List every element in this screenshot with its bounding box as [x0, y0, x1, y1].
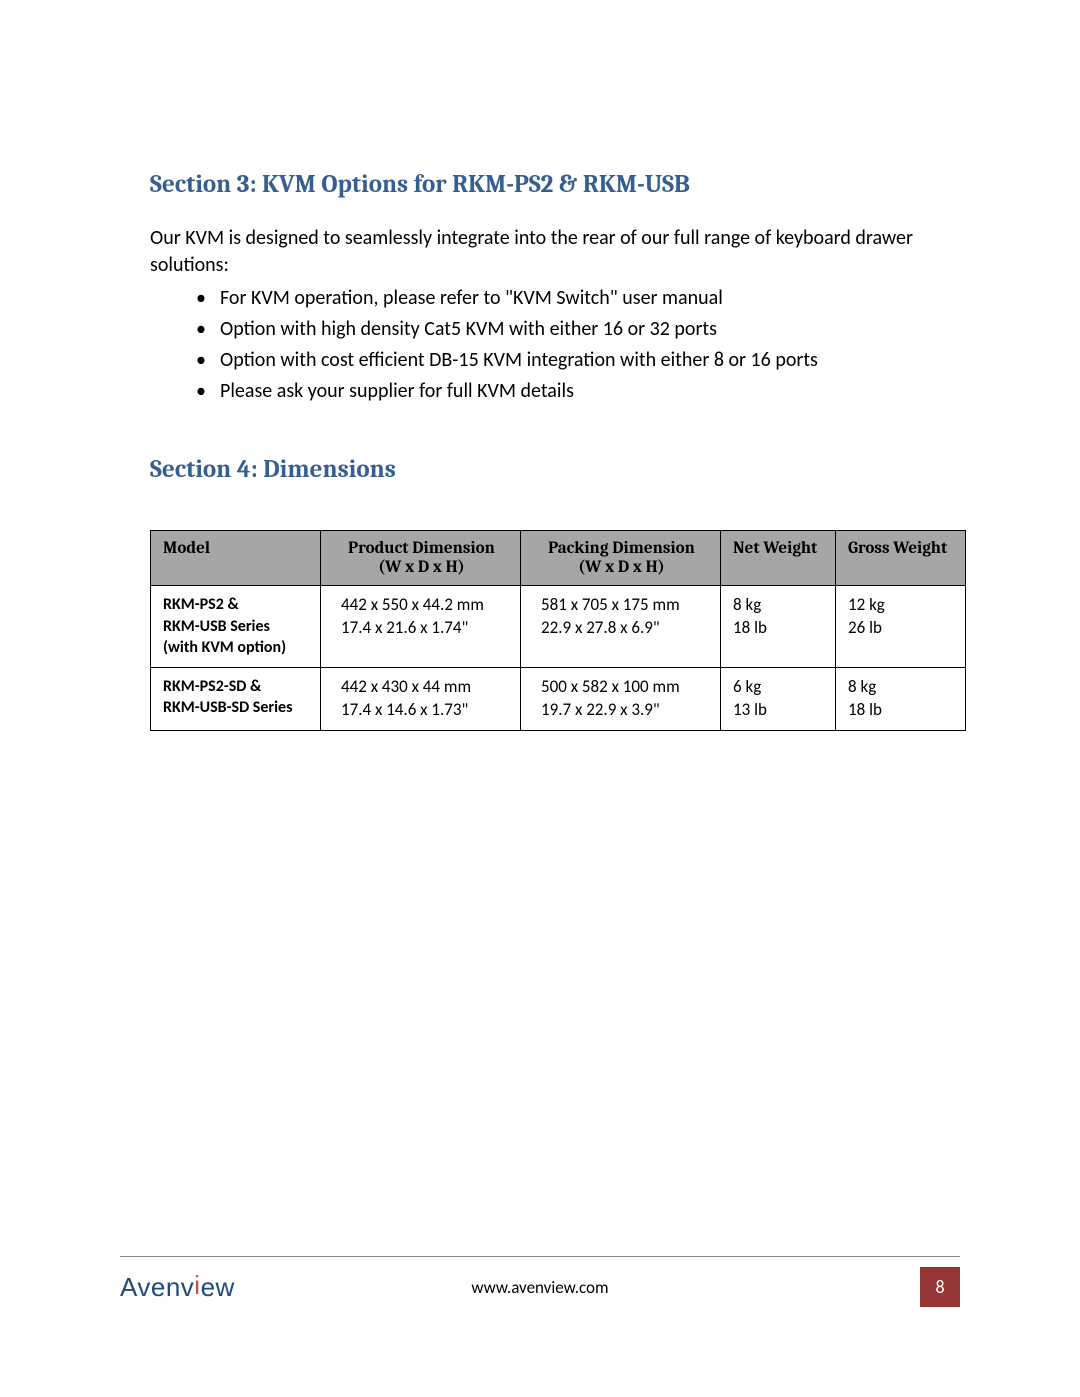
th-net-weight: Net Weight: [721, 531, 836, 586]
bullet-item: Option with cost efficient DB-15 KVM int…: [220, 347, 960, 374]
cell-line: 13 lb: [733, 699, 825, 722]
th-prod-sub: (W x D x H): [333, 558, 510, 577]
cell-line: 500 x 582 x 100 mm: [541, 676, 710, 699]
avenview-logo: Avenview: [120, 1272, 235, 1303]
footer-url: www.avenview.com: [471, 1277, 608, 1298]
cell-line: 442 x 550 x 44.2 mm: [341, 594, 510, 617]
cell-gross-weight: 8 kg 18 lb: [836, 667, 966, 730]
cell-line: RKM-PS2-SD &: [163, 676, 310, 698]
cell-product-dim: 442 x 550 x 44.2 mm 17.4 x 21.6 x 1.74": [321, 586, 521, 668]
section-3-title: Section 3: KVM Options for RKM-PS2 & RKM…: [150, 170, 960, 199]
cell-line: 22.9 x 27.8 x 6.9": [541, 617, 710, 640]
cell-line: RKM-USB Series: [163, 616, 310, 638]
page-footer: Avenview www.avenview.com 8: [120, 1256, 960, 1307]
table-header-row: Model Product Dimension (W x D x H) Pack…: [151, 531, 966, 586]
cell-net-weight: 8 kg 18 lb: [721, 586, 836, 668]
dimensions-table: Model Product Dimension (W x D x H) Pack…: [150, 530, 966, 731]
cell-line: 12 kg: [848, 594, 955, 617]
cell-model: RKM-PS2 & RKM-USB Series (with KVM optio…: [151, 586, 321, 668]
th-pack-label: Packing Dimension: [548, 539, 695, 558]
th-prod-label: Product Dimension: [348, 539, 495, 558]
cell-line: RKM-USB-SD Series: [163, 697, 310, 719]
cell-line: (with KVM option): [163, 637, 310, 659]
bullet-item: Please ask your supplier for full KVM de…: [220, 378, 960, 405]
cell-model: RKM-PS2-SD & RKM-USB-SD Series: [151, 667, 321, 730]
footer-row: Avenview www.avenview.com 8: [120, 1267, 960, 1307]
bullet-item: Option with high density Cat5 KVM with e…: [220, 316, 960, 343]
section-3-bullet-list: For KVM operation, please refer to "KVM …: [150, 285, 960, 405]
cell-line: 17.4 x 14.6 x 1.73": [341, 699, 510, 722]
cell-line: 19.7 x 22.9 x 3.9": [541, 699, 710, 722]
cell-packing-dim: 581 x 705 x 175 mm 22.9 x 27.8 x 6.9": [521, 586, 721, 668]
th-gross-weight: Gross Weight: [836, 531, 966, 586]
cell-line: RKM-PS2 &: [163, 594, 310, 616]
cell-net-weight: 6 kg 13 lb: [721, 667, 836, 730]
table-row: RKM-PS2 & RKM-USB Series (with KVM optio…: [151, 586, 966, 668]
cell-gross-weight: 12 kg 26 lb: [836, 586, 966, 668]
section-3-intro: Our KVM is designed to seamlessly integr…: [150, 225, 960, 279]
cell-line: 581 x 705 x 175 mm: [541, 594, 710, 617]
cell-line: 18 lb: [733, 617, 825, 640]
cell-product-dim: 442 x 430 x 44 mm 17.4 x 14.6 x 1.73": [321, 667, 521, 730]
cell-line: 8 kg: [848, 676, 955, 699]
th-packing-dimension: Packing Dimension (W x D x H): [521, 531, 721, 586]
cell-line: 26 lb: [848, 617, 955, 640]
th-pack-sub: (W x D x H): [533, 558, 710, 577]
cell-line: 6 kg: [733, 676, 825, 699]
table-row: RKM-PS2-SD & RKM-USB-SD Series 442 x 430…: [151, 667, 966, 730]
th-product-dimension: Product Dimension (W x D x H): [321, 531, 521, 586]
footer-rule: [120, 1256, 960, 1257]
th-model: Model: [151, 531, 321, 586]
section-4-title: Section 4: Dimensions: [150, 455, 960, 484]
cell-line: 442 x 430 x 44 mm: [341, 676, 510, 699]
cell-line: 17.4 x 21.6 x 1.74": [341, 617, 510, 640]
cell-packing-dim: 500 x 582 x 100 mm 19.7 x 22.9 x 3.9": [521, 667, 721, 730]
cell-line: 8 kg: [733, 594, 825, 617]
cell-line: 18 lb: [848, 699, 955, 722]
page-number: 8: [920, 1267, 960, 1307]
bullet-item: For KVM operation, please refer to "KVM …: [220, 285, 960, 312]
